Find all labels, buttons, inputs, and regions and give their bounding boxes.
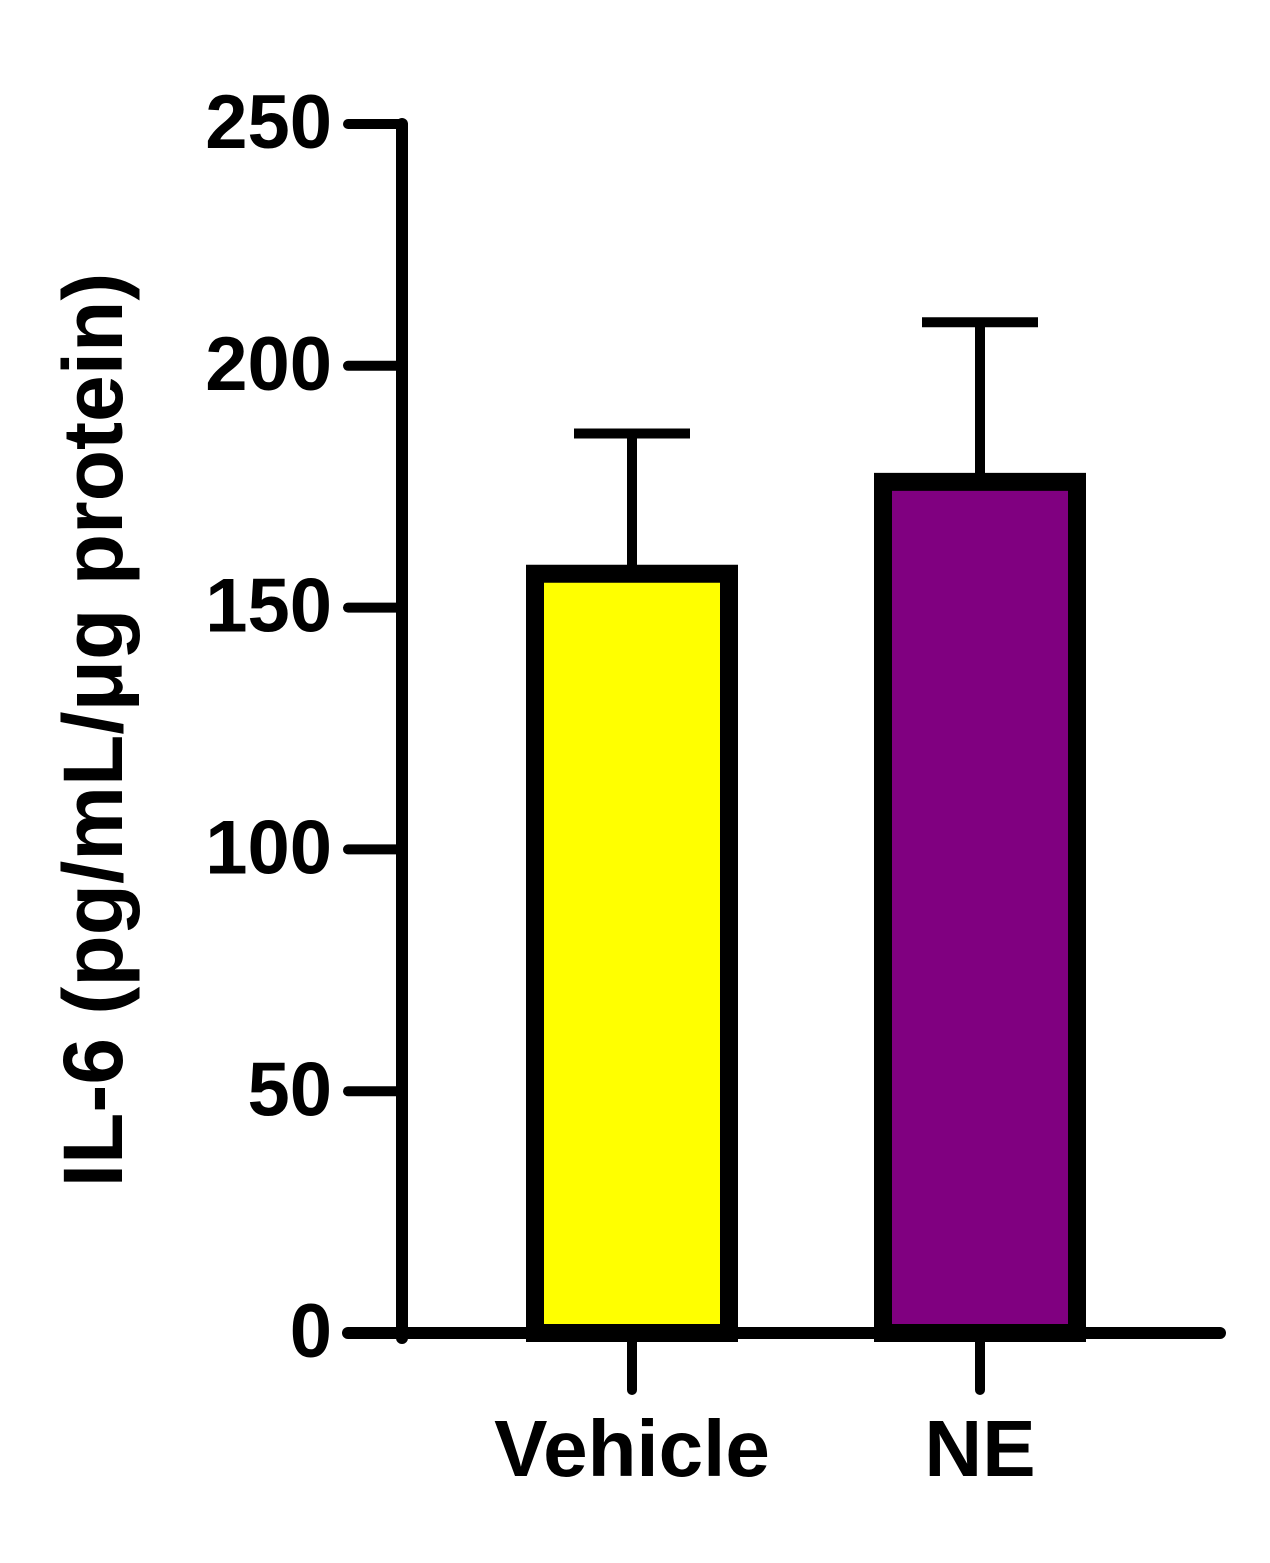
y-tick-label: 0 bbox=[290, 1289, 332, 1374]
y-tick-label: 50 bbox=[247, 1047, 332, 1132]
bar bbox=[874, 472, 1086, 1342]
x-tick-label: NE bbox=[924, 1404, 1035, 1493]
y-tick-label: 250 bbox=[205, 80, 332, 165]
y-tick-label: 150 bbox=[205, 564, 332, 649]
bar bbox=[526, 564, 738, 1342]
y-tick-label: 100 bbox=[205, 805, 332, 890]
y-axis-label: IL-6 (pg/mL/μg protein) bbox=[46, 273, 140, 1188]
y-tick-label: 200 bbox=[205, 322, 332, 407]
x-tick-label: Vehicle bbox=[494, 1404, 770, 1493]
